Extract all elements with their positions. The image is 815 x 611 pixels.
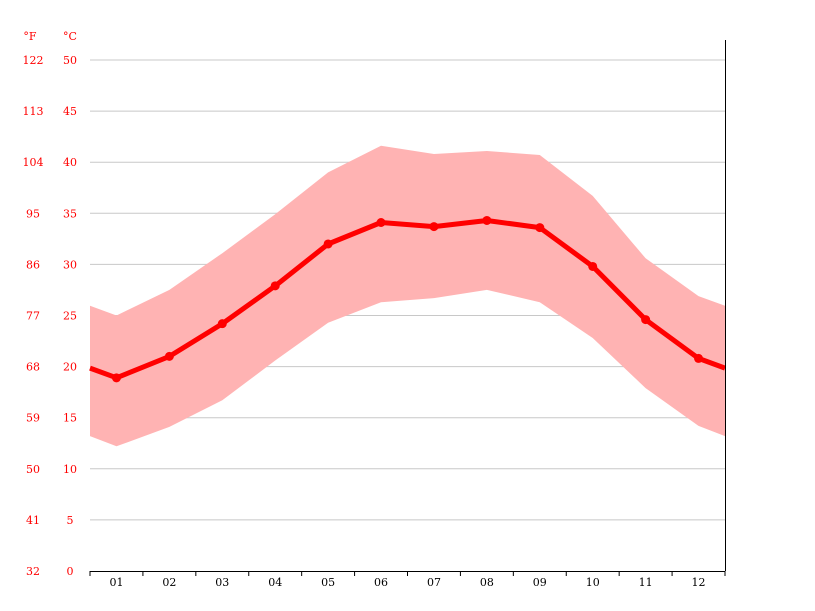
x-tick-label: 04 [268, 576, 282, 589]
mean-point [270, 281, 280, 291]
axes: 0 32 5 41 10 50 15 59 20 68 25 77 30 86 35 95 40 104 45 113… [23, 40, 726, 589]
y-tick-celsius: 50 [63, 54, 77, 67]
y-tick-fahrenheit: 104 [23, 156, 44, 169]
mean-points [111, 215, 704, 383]
mean-point [535, 223, 545, 233]
fahrenheit-unit-label: °F [23, 30, 37, 43]
mean-point [482, 215, 492, 225]
y-tick-celsius: 5 [67, 514, 74, 527]
y-tick-celsius: 30 [63, 258, 77, 271]
y-tick-celsius: 45 [63, 105, 77, 118]
x-tick-label: 03 [215, 576, 229, 589]
y-tick-fahrenheit: 50 [26, 463, 40, 476]
mean-point [217, 319, 227, 329]
mean-temperature-line [89, 218, 726, 381]
temperature-range-band [90, 145, 725, 447]
x-tick-label: 08 [480, 576, 494, 589]
y-tick-fahrenheit: 59 [26, 412, 40, 425]
y-tick-fahrenheit: 122 [23, 54, 44, 67]
y-tick-celsius: 20 [63, 361, 77, 374]
mean-point [164, 351, 174, 361]
x-tick-label: 10 [586, 576, 600, 589]
y-tick-fahrenheit: 41 [26, 514, 40, 527]
y-tick-celsius: 35 [63, 207, 77, 220]
mean-point [111, 373, 121, 383]
y-tick-celsius: 10 [63, 463, 77, 476]
x-tick-label: 11 [639, 576, 653, 589]
x-tick-label: 02 [162, 576, 176, 589]
y-tick-fahrenheit: 86 [26, 258, 40, 271]
y-tick-celsius: 15 [63, 412, 77, 425]
x-tick-label: 09 [533, 576, 547, 589]
x-tick-label: 06 [374, 576, 388, 589]
mean-point [323, 239, 333, 249]
x-tick-label: 05 [321, 576, 335, 589]
y-tick-fahrenheit: 77 [26, 310, 40, 323]
x-tick-label: 01 [109, 576, 123, 589]
x-tick-label: 12 [692, 576, 706, 589]
mean-point [376, 217, 386, 227]
y-tick-fahrenheit: 32 [26, 565, 40, 578]
celsius-unit-label: °C [63, 30, 77, 43]
mean-point [641, 315, 651, 325]
y-tick-fahrenheit: 113 [23, 105, 44, 118]
mean-point [694, 353, 704, 363]
y-tick-fahrenheit: 68 [26, 361, 40, 374]
mean-point [429, 222, 439, 232]
y-tick-celsius: 25 [63, 310, 77, 323]
x-tick-label: 07 [427, 576, 441, 589]
y-tick-celsius: 40 [63, 156, 77, 169]
mean-point [588, 261, 598, 271]
y-tick-celsius: 0 [67, 565, 74, 578]
y-tick-fahrenheit: 95 [26, 207, 40, 220]
